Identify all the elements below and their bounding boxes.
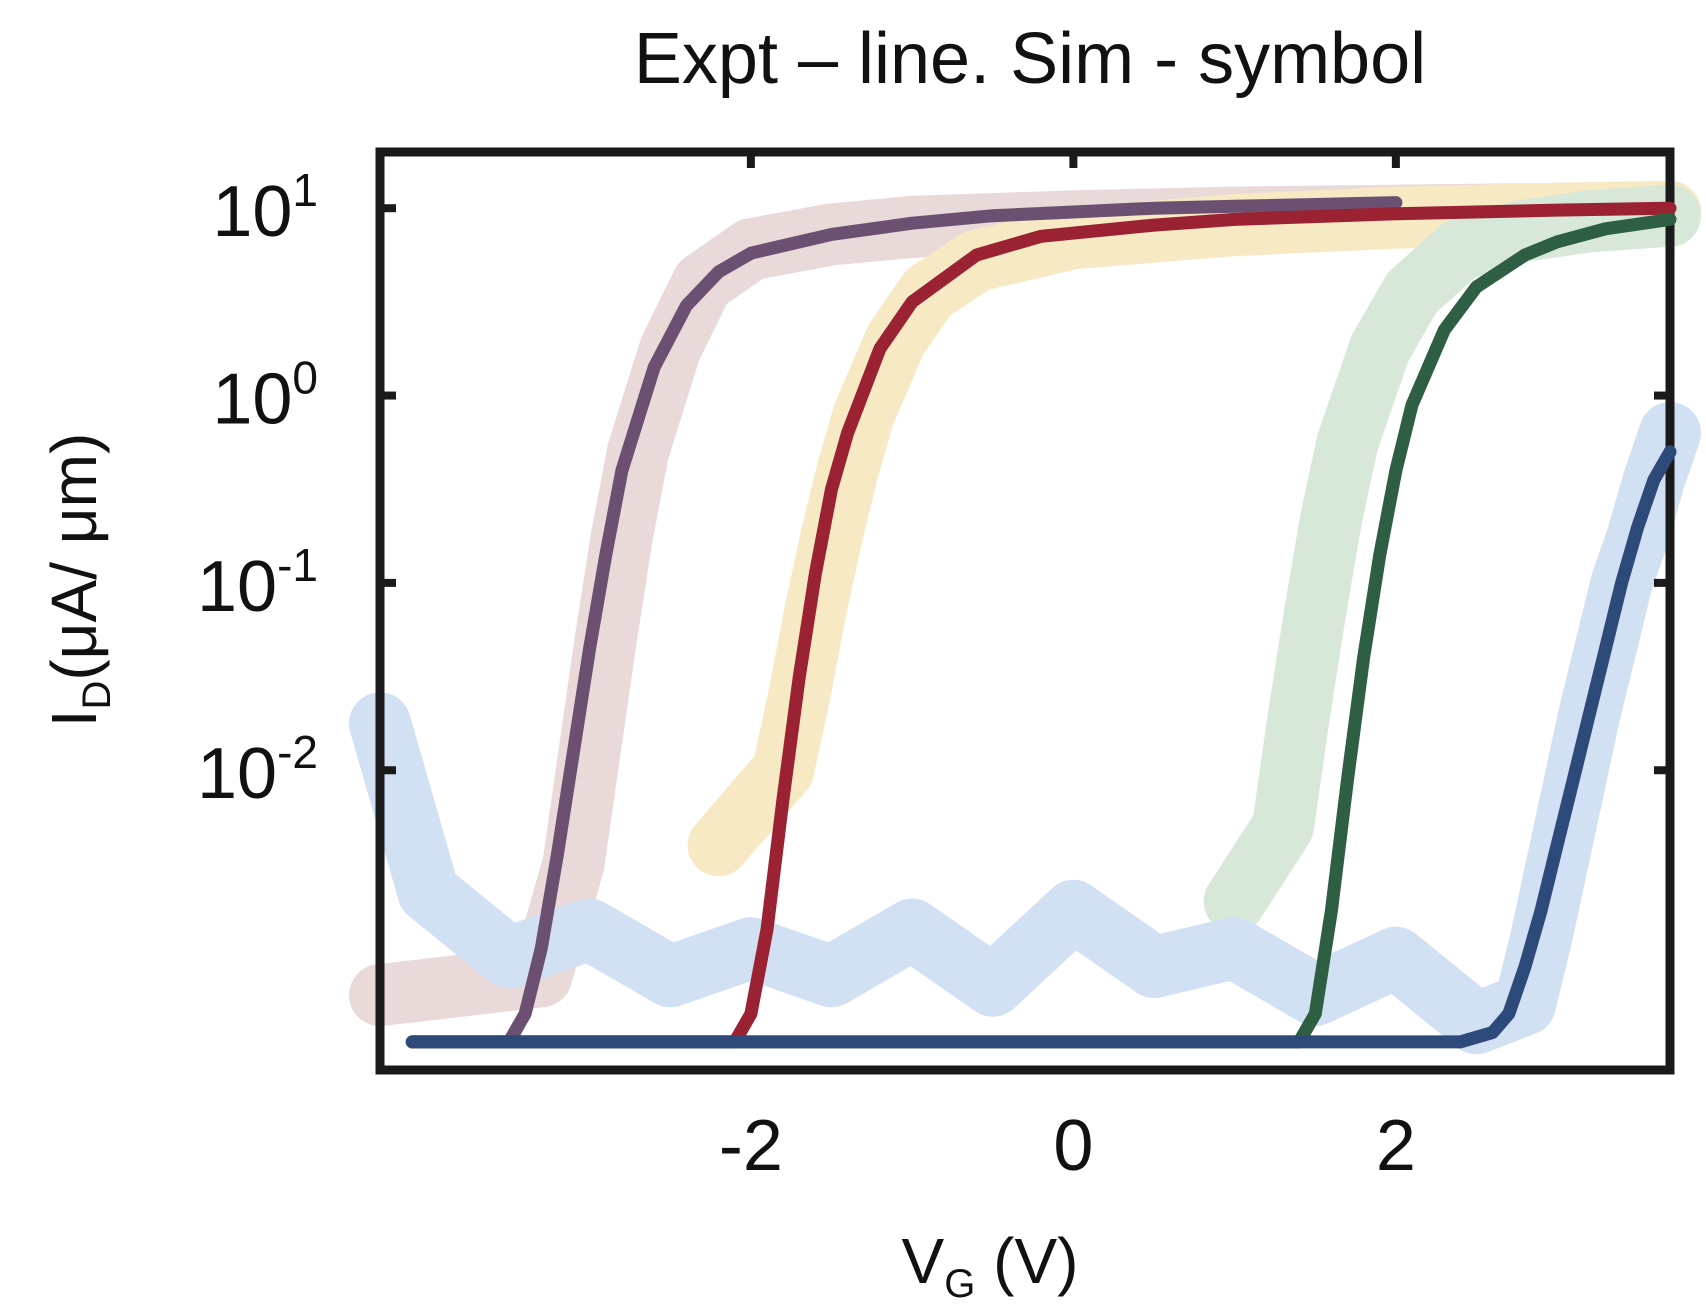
x-axis-label: VG (V): [902, 1225, 1079, 1306]
x-axis-label-subscript: G: [944, 1262, 975, 1306]
y-tick-label-base-3: 10: [197, 547, 277, 627]
y-tick-label-exponent-4: -2: [277, 726, 318, 778]
svg-text:ID(μA/ μm): ID(μA/ μm): [38, 433, 119, 728]
experiment-series-3: [405, 212, 1677, 1049]
y-axis-label-main: I: [38, 710, 110, 728]
simulation-series-1: [349, 181, 1701, 1027]
x-tick-label-3: 2: [1376, 1106, 1416, 1186]
x-axis-label-main: V: [902, 1225, 945, 1297]
y-tick-label-exponent-1: 1: [292, 164, 318, 216]
simulation-series-layer: [349, 181, 1701, 1055]
experiment-series-layer: [405, 196, 1677, 1049]
experiment-series-1: [405, 196, 1403, 1049]
y-axis-label: ID(μA/ μm): [38, 433, 119, 728]
experiment-series-2: [405, 201, 1677, 1049]
x-tick-label-1: -2: [719, 1106, 783, 1186]
y-tick-label-base-1: 10: [212, 172, 292, 252]
chart-title: Expt – line. Sim - symbol: [634, 19, 1426, 99]
simulation-series-3: [1203, 184, 1701, 933]
y-tick-label-1: 101: [212, 164, 318, 252]
plot-border: [375, 147, 1675, 1075]
svg-text:VG (V): VG (V): [902, 1225, 1079, 1306]
y-tick-label-exponent-2: 0: [292, 352, 318, 404]
y-tick-label-2: 100: [212, 352, 318, 440]
x-axis-label-unit: (V): [975, 1225, 1078, 1297]
y-tick-label-4: 10-2: [197, 726, 318, 814]
y-tick-label-base-2: 10: [212, 360, 292, 440]
x-tick-label-2: 0: [1053, 1106, 1093, 1186]
y-axis-label-unit: (μA/ μm): [38, 433, 110, 681]
experiment-series-4: [405, 445, 1677, 1049]
y-axis-label-subscript: D: [75, 681, 119, 710]
y-tick-label-3: 10-1: [197, 539, 318, 627]
y-tick-label-exponent-3: -1: [277, 539, 318, 591]
y-tick-label-base-4: 10: [197, 734, 277, 814]
plot-frame: [375, 147, 1675, 1075]
simulation-series-2: [687, 181, 1701, 877]
